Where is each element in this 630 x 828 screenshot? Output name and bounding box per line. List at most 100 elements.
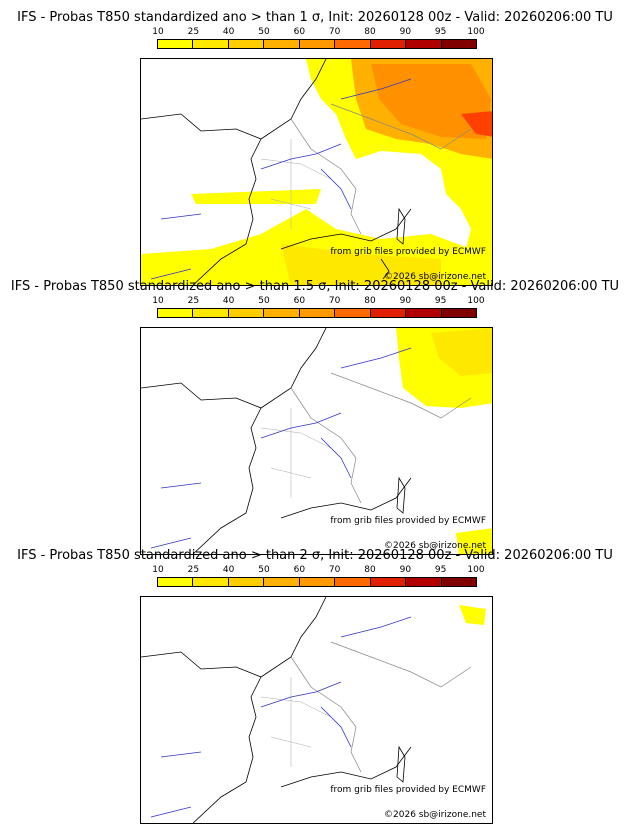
coastline-south <box>280 477 412 519</box>
map-title: IFS - Probas T850 standardized ano > tha… <box>17 548 613 563</box>
copyright-note: ©2026 sb@irizone.net <box>384 541 486 551</box>
country-border-2 <box>330 372 472 419</box>
prob-area-70 <box>461 111 492 137</box>
map-canvas <box>141 59 492 285</box>
colorbar-tick-label: 70 <box>328 565 341 575</box>
prob-area-25 <box>281 244 441 285</box>
colorbar-segment <box>441 578 476 586</box>
colorbar-segment <box>335 40 371 48</box>
colorbar-tick-label: 50 <box>258 565 270 575</box>
map-title: IFS - Probas T850 standardized ano > tha… <box>10 279 620 294</box>
colorbar-labels: 10 25 40 50 60 70 80 90 95 100 <box>152 27 484 39</box>
country-border <box>290 118 362 235</box>
colorbar-tick-label: 10 <box>152 296 164 306</box>
coastline <box>141 651 262 823</box>
colorbar-segment <box>441 40 476 48</box>
colorbar-tick-label: 40 <box>222 565 235 575</box>
coastline-south <box>280 208 412 250</box>
rivers <box>150 616 412 818</box>
source-note: from grib files provided by ECMWF <box>330 516 486 526</box>
colorbar-tick-label: 95 <box>434 27 447 37</box>
colorbar-segment <box>228 40 265 48</box>
colorbar-segment <box>299 578 336 586</box>
prob-area-10b <box>456 528 492 554</box>
colorbar-segment <box>264 40 300 48</box>
colorbar-tick-label: 40 <box>222 296 235 306</box>
colorbar-labels: 10 25 40 50 60 70 80 90 95 100 <box>152 565 484 577</box>
probability-map: from grib files provided by ECMWF ©2026 … <box>140 596 493 824</box>
country-border-2 <box>330 103 472 150</box>
corsica-outline <box>396 207 406 245</box>
colorbar-segment <box>441 309 476 317</box>
island-outline <box>380 258 390 280</box>
coastline-north <box>260 59 327 140</box>
colorbar-tick-label: 25 <box>187 565 200 575</box>
colorbar-segment <box>264 309 300 317</box>
colorbar-segment <box>193 578 229 586</box>
coastline-north <box>260 328 327 409</box>
probability-map: from grib files provided by ECMWF ©2026 … <box>140 327 493 555</box>
coastline-south <box>280 746 412 788</box>
copyright-note: ©2026 sb@irizone.net <box>384 272 486 282</box>
colorbar-segment <box>370 309 407 317</box>
colorbar-tick-label: 80 <box>364 27 376 37</box>
corsica-outline <box>396 476 406 514</box>
map-canvas <box>141 597 486 823</box>
map-panel-1-5-sigma: IFS - Probas T850 standardized ano > tha… <box>0 279 630 555</box>
colorbar-tick-label: 60 <box>293 565 306 575</box>
colorbar-segment <box>335 578 371 586</box>
colorbar-tick-label: 90 <box>399 27 412 37</box>
colorbar-segment <box>406 40 442 48</box>
colorbar-tick-label: 10 <box>152 27 164 37</box>
colorbar <box>157 308 477 318</box>
probability-map: from grib files provided by ECMWF ©2026 … <box>140 58 493 286</box>
colorbar <box>157 39 477 49</box>
colorbar-tick-label: 60 <box>293 296 306 306</box>
country-border <box>290 387 362 504</box>
colorbar-tick-label: 95 <box>434 296 447 306</box>
colorbar-segment <box>158 578 194 586</box>
colorbar-segment <box>228 578 265 586</box>
colorbar-tick-label: 95 <box>434 565 447 575</box>
colorbar-tick-label: 100 <box>467 27 485 37</box>
map-canvas <box>141 328 492 554</box>
rivers <box>150 78 412 280</box>
copyright-note: ©2026 sb@irizone.net <box>384 810 486 820</box>
colorbar-tick-label: 90 <box>399 296 412 306</box>
colorbar-segment <box>299 40 336 48</box>
region-borders <box>260 677 332 767</box>
colorbar-segment <box>228 309 265 317</box>
colorbar-tick-label: 70 <box>328 296 341 306</box>
prob-area-25 <box>431 328 492 376</box>
colorbar-segment <box>370 578 407 586</box>
colorbar-segment <box>335 309 371 317</box>
colorbar-tick-label: 80 <box>364 565 376 575</box>
colorbar-segment <box>370 40 407 48</box>
coastline <box>141 113 262 285</box>
colorbar-tick-label: 40 <box>222 27 235 37</box>
source-note: from grib files provided by ECMWF <box>330 247 486 257</box>
source-note: from grib files provided by ECMWF <box>330 785 486 795</box>
country-border <box>290 656 362 773</box>
colorbar-tick-label: 90 <box>399 565 412 575</box>
prob-area-10b <box>191 189 321 204</box>
map-panel-2-sigma: IFS - Probas T850 standardized ano > tha… <box>0 548 630 824</box>
region-borders <box>260 408 332 498</box>
region-borders <box>260 139 332 229</box>
prob-area-10 <box>459 605 486 625</box>
colorbar-segment <box>406 578 442 586</box>
map-title: IFS - Probas T850 standardized ano > tha… <box>17 10 613 25</box>
map-panel-1-sigma: IFS - Probas T850 standardized ano > tha… <box>0 10 630 286</box>
colorbar-segment <box>158 40 194 48</box>
colorbar-tick-label: 10 <box>152 565 164 575</box>
colorbar-segment <box>193 309 229 317</box>
colorbar-tick-label: 50 <box>258 27 270 37</box>
colorbar <box>157 577 477 587</box>
colorbar-tick-label: 25 <box>187 296 200 306</box>
colorbar-tick-label: 100 <box>467 296 485 306</box>
country-border-2 <box>330 641 472 688</box>
colorbar-segment <box>299 309 336 317</box>
corsica-outline <box>396 745 406 783</box>
colorbar-segment <box>406 309 442 317</box>
coastline-north <box>260 597 327 678</box>
